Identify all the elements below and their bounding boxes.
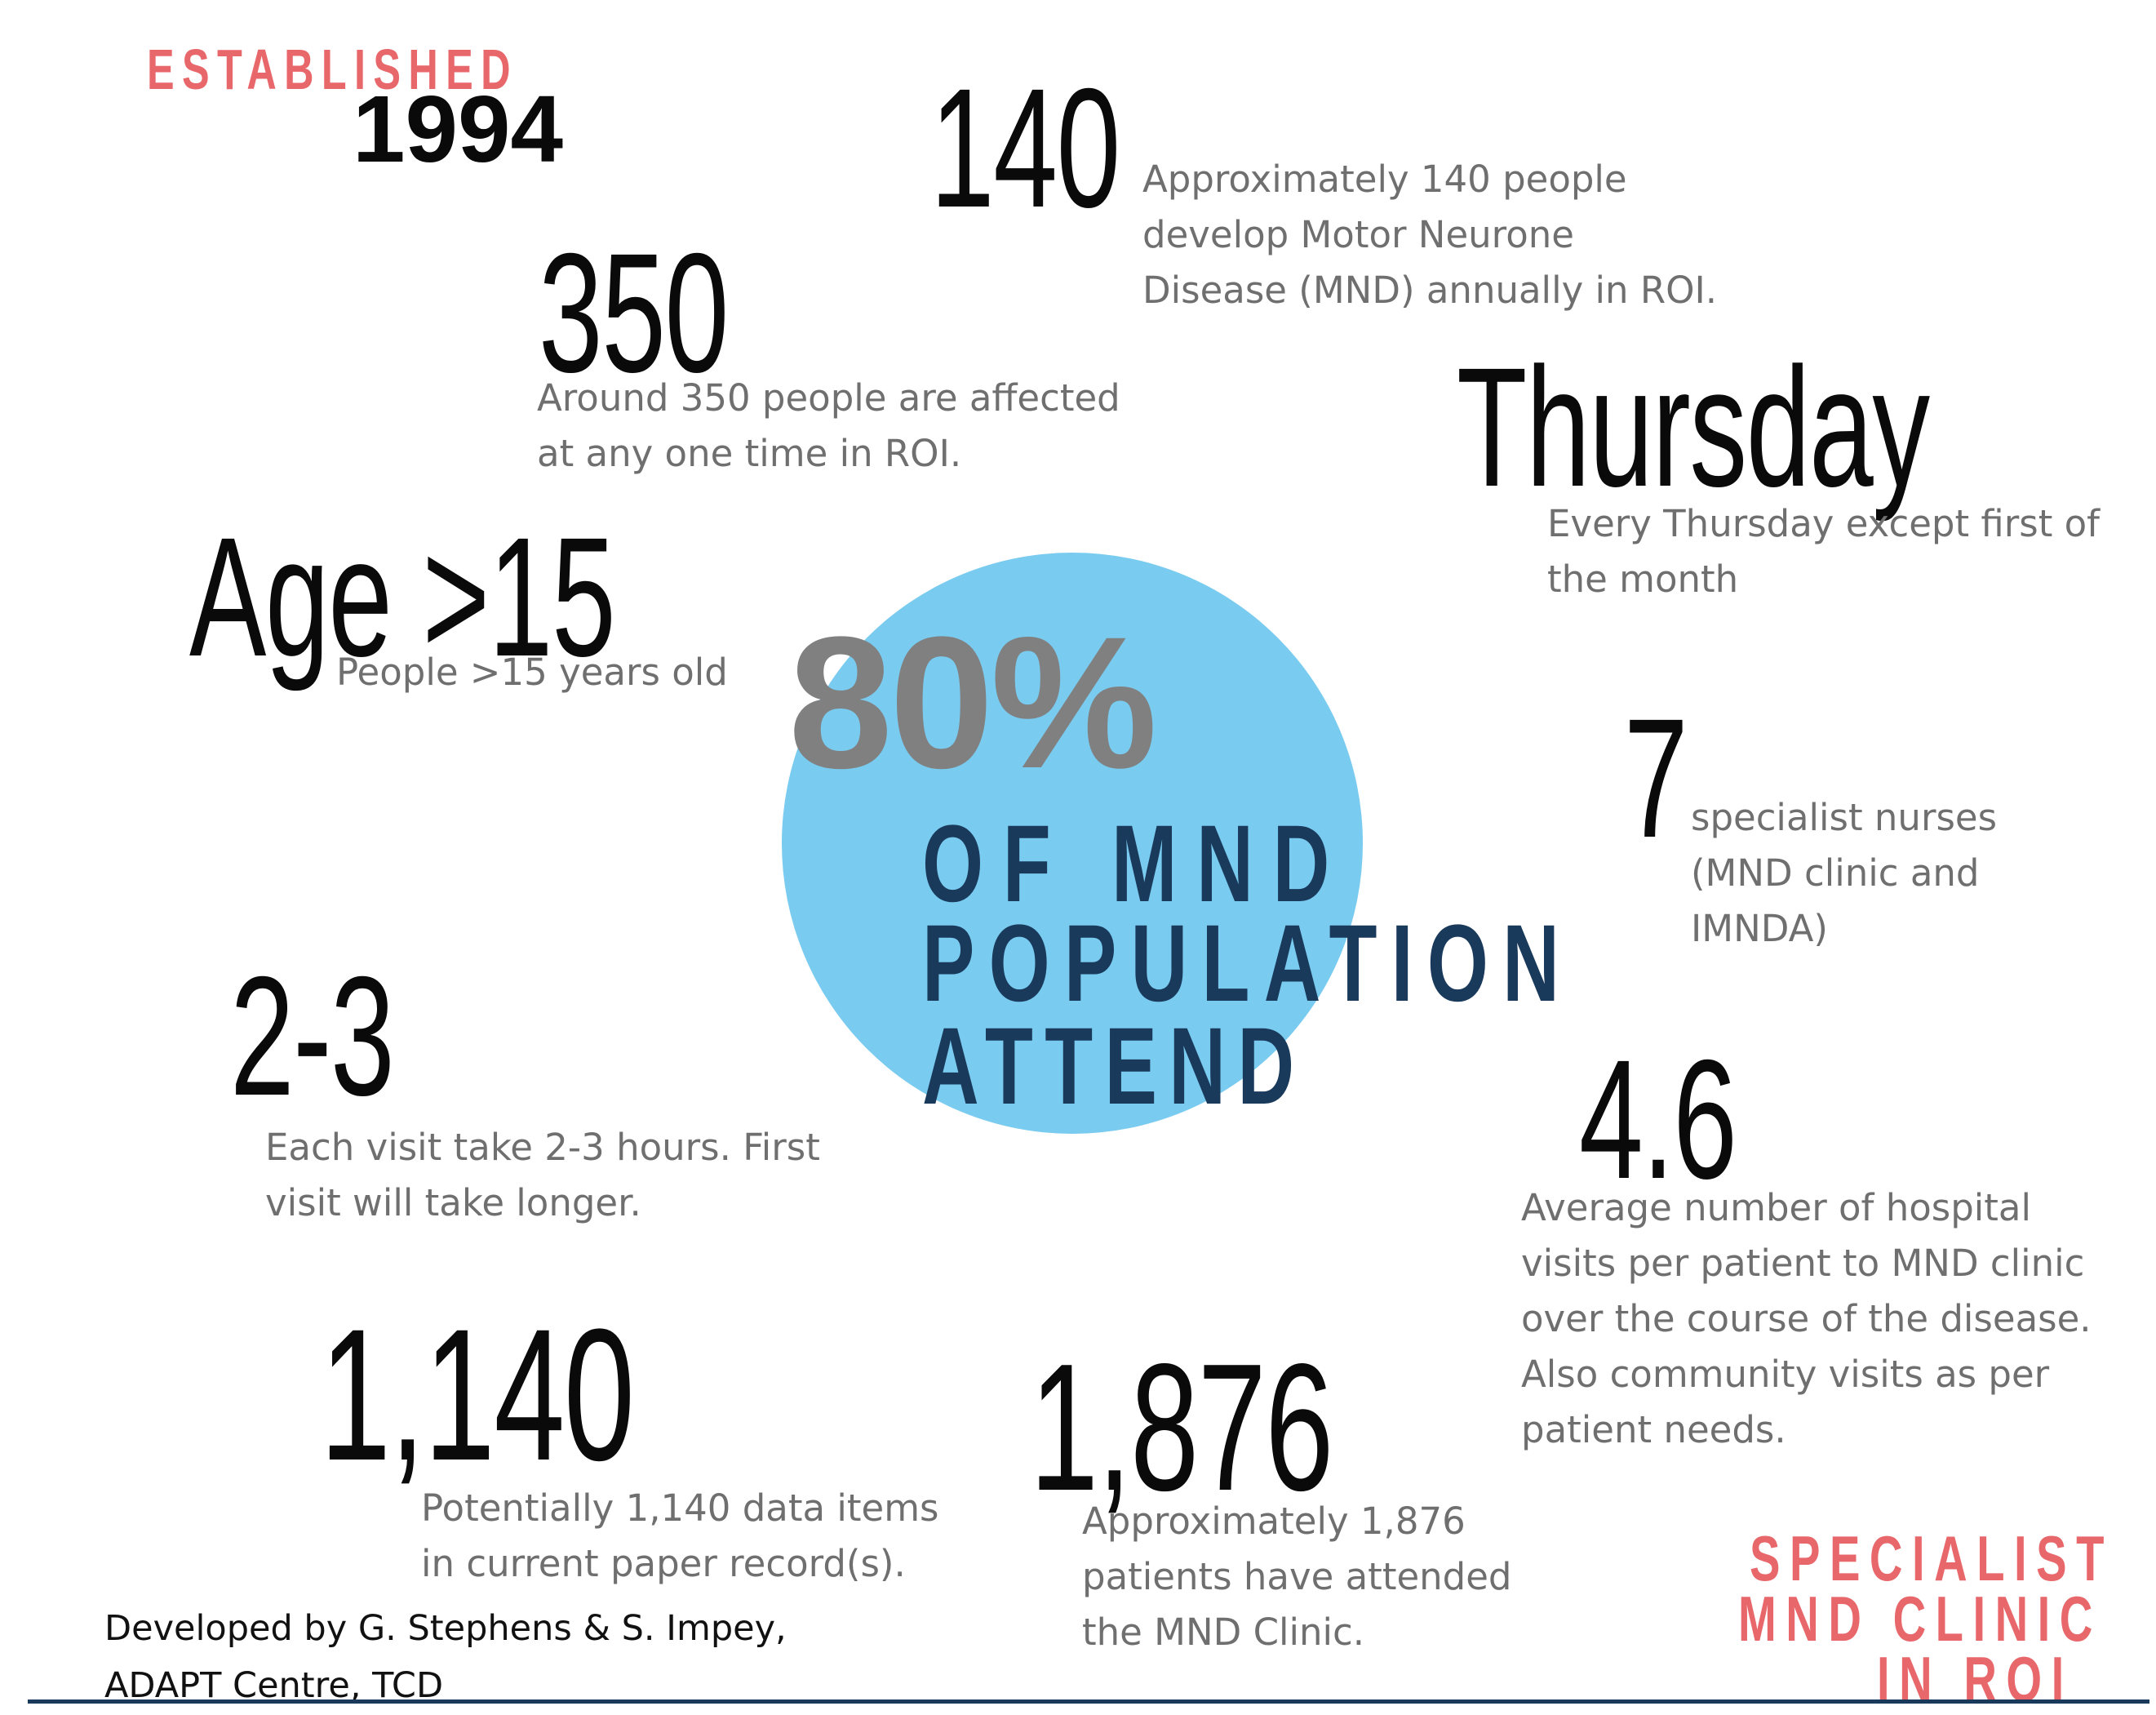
stat-visits-line: visits per patient to MND clinic (1521, 1242, 2085, 1285)
credit-line: Developed by G. Stephens & S. Impey, (104, 1608, 787, 1649)
stat-140-line: Disease (MND) annually in ROI. (1142, 269, 1718, 312)
stat-nurses-description: specialist nurses (MND clinic and IMNDA) (1691, 790, 2066, 957)
stat-hours-line: visit will take longer. (265, 1181, 641, 1224)
bottom-rule (28, 1699, 2149, 1704)
stat-140-line: Approximately 140 people (1142, 158, 1627, 201)
stat-patients-figure: 1,876 (1030, 1326, 1333, 1529)
stat-patients-line: patients have attended (1082, 1555, 1512, 1598)
credit-line: ADAPT Centre, TCD (104, 1665, 444, 1706)
stat-thursday-line: Every Thursday except first of (1547, 502, 2101, 545)
stat-nurses-line: IMNDA) (1691, 907, 1828, 950)
stat-data-items-line: in current paper record(s). (421, 1542, 906, 1585)
stat-data-items-description: Potentially 1,140 data items in current … (421, 1481, 992, 1592)
center-line-population: POPULATION (922, 903, 1574, 1024)
stat-350-description: Around 350 people are affected at any on… (537, 371, 1125, 482)
stat-nurses-figure: 7 (1624, 684, 1688, 873)
stat-visits-line: patient needs. (1521, 1408, 1786, 1451)
title-line-mnd-clinic: MND CLINIC (1738, 1583, 2102, 1655)
stat-nurses-line: (MND clinic and (1691, 851, 1980, 895)
stat-350-line: Around 350 people are affected (537, 376, 1120, 420)
stat-350-figure: 350 (539, 219, 729, 408)
stat-age-line: People >15 years old (336, 651, 728, 694)
stat-hours-description: Each visit take 2-3 hours. First visit w… (265, 1120, 853, 1231)
stat-data-items-figure: 1,140 (320, 1290, 635, 1500)
center-line-of-mnd: OF MND (922, 803, 1350, 925)
credit: Developed by G. Stephens & S. Impey, ADA… (104, 1600, 787, 1714)
center-line-attend: ATTEND (922, 1006, 1306, 1127)
stat-patients-line: Approximately 1,876 (1082, 1500, 1466, 1543)
stat-140-figure: 140 (930, 54, 1120, 243)
stat-350-line: at any one time in ROI. (537, 432, 962, 475)
stat-hours-line: Each visit take 2-3 hours. First (265, 1126, 820, 1169)
title-line-specialist: SPECIALIST (1750, 1522, 2114, 1594)
established-label: ESTABLISHED (147, 38, 518, 101)
stat-visits-description: Average number of hospital visits per pa… (1521, 1180, 2125, 1458)
stat-patients-line: the MND Clinic. (1082, 1611, 1365, 1654)
stat-visits-line: Also community visits as per (1521, 1353, 2050, 1396)
center-circle (782, 553, 1363, 1134)
stat-thursday-figure: Thursday (1457, 333, 1930, 522)
stat-visits-line: Average number of hospital (1521, 1186, 2031, 1229)
stat-thursday-description: Every Thursday except first of the month (1547, 496, 2118, 607)
stat-visits-figure: 4.6 (1579, 1025, 1737, 1215)
stat-nurses-line: specialist nurses (1691, 796, 1998, 839)
stat-patients-description: Approximately 1,876 patients have attend… (1082, 1494, 1539, 1660)
stat-data-items-line: Potentially 1,140 data items (421, 1486, 939, 1530)
stat-age-description: People >15 years old (336, 645, 826, 700)
stat-140-description: Approximately 140 people develop Motor N… (1142, 152, 1763, 318)
stat-age-figure: Age >15 (189, 503, 616, 692)
established-year: 1994 (353, 76, 564, 182)
stat-hours-figure: 2-3 (230, 942, 395, 1131)
center-percent: 80% (788, 598, 1157, 807)
stat-thursday-line: the month (1547, 558, 1739, 601)
stat-140-line: develop Motor Neurone (1142, 213, 1574, 256)
stat-visits-line: over the course of the disease. (1521, 1297, 2092, 1340)
